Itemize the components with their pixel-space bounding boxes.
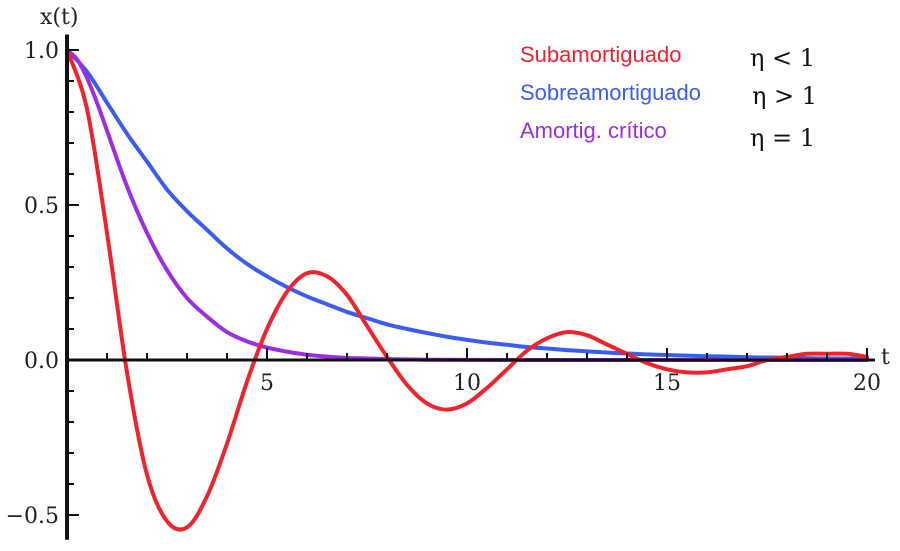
y-tick-label: 0.0 [24,349,59,374]
series-line-sobreamortiguado [65,48,869,361]
plot-area: 5 10 15 20 1.0 0.5 0.0 −0.5 t x(t) [6,5,890,540]
series-layer [65,48,869,532]
x-tick-label: 15 [653,371,681,396]
x-tick-label: 20 [853,371,881,396]
series-line-subamortiguado [65,48,869,532]
legend-entry-amortig-critico: Amortig. crítico [520,118,667,143]
x-tick-label: 10 [453,371,481,396]
y-tick-label: −0.5 [6,504,59,529]
legend-entry-subamortiguado: Subamortiguado [520,42,681,67]
y-axis-label: x(t) [40,5,78,30]
y-tick-label: 1.0 [24,39,59,64]
series-line-amortig-cr-tico [65,48,869,363]
y-ticks: 1.0 0.5 0.0 −0.5 [6,39,79,529]
legend: Subamortiguado η < 1 Sobreamortiguado η … [520,42,817,152]
x-axis-label: t [881,345,890,370]
axes-layer: 5 10 15 20 1.0 0.5 0.0 −0.5 [6,34,881,540]
y-tick-label: 0.5 [24,194,59,219]
legend-condition-amortig-critico: η = 1 [750,124,815,152]
legend-condition-sobreamortiguado: η > 1 [752,82,817,110]
x-ticks: 5 10 15 20 [106,348,881,396]
legend-entry-sobreamortiguado: Sobreamortiguado [520,80,701,105]
legend-condition-subamortiguado: η < 1 [750,44,815,72]
x-tick-label: 5 [260,371,274,396]
